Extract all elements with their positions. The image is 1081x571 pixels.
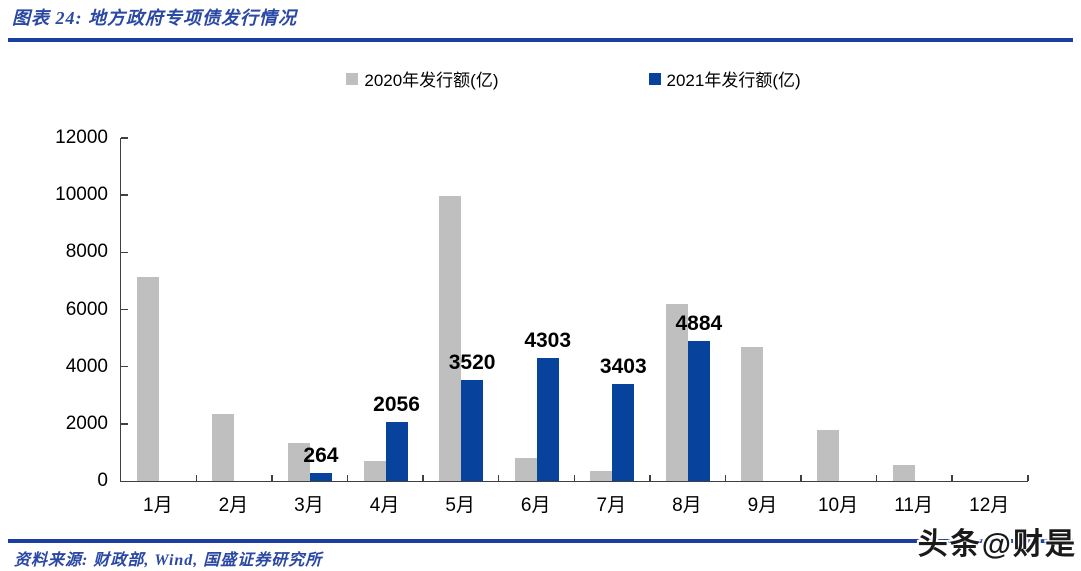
bar-group-11月 [877,138,953,481]
footer-divider-line [8,539,1073,543]
plot-area: 264 2056 3520 4303 3403 4884 [120,137,1029,482]
x-category-label-3月: 3月 [294,495,324,516]
bar-2020-2月 [212,413,235,481]
x-category-label-2月: 2月 [218,495,249,516]
x-category-label-6月: 6月 [520,495,551,516]
bar-group-12月 [952,138,1028,481]
x-tick-mark [800,475,802,481]
bar-group-10月 [801,138,877,481]
bar-2021-6月: 4303 [524,329,571,481]
watermark: 头条@财是 [917,528,1077,561]
bar-group-5月: 3520 [423,138,499,481]
y-tick-label-4000: 4000 [65,355,108,377]
bar-2020-7月 [590,471,613,481]
x-category-label-7月: 7月 [596,495,627,516]
bar-2020-1月 [136,276,159,481]
y-tick-mark [121,308,128,311]
bar-group-2月 [197,138,273,481]
bar-2021-8月: 4884 [676,312,722,481]
y-tick-mark [121,365,128,368]
x-category-label-12月: 12月 [969,495,1010,516]
legend-item-2021: 2021年发行额(亿) [648,66,801,91]
x-category-label-5月: 5月 [445,495,475,516]
chart-legend: 2020年发行额(亿) 2021年发行额(亿) [120,66,1027,91]
x-tick-mark [346,475,349,481]
x-category-label-1月: 1月 [143,495,173,516]
bar-2021-4月: 2056 [373,393,420,481]
bar-group-9月 [726,138,802,481]
y-tick-label-0: 0 [97,470,108,491]
data-label-8月: 4884 [675,312,723,336]
y-tick-label-6000: 6000 [65,298,108,320]
bar-2021-5月: 3520 [449,351,495,481]
x-tick-mark [875,475,878,481]
x-tick-mark [422,475,424,481]
x-category-label-8月: 8月 [672,495,702,516]
bar-2020-3月 [287,442,310,481]
y-tick-mark [121,251,128,254]
bar-2020-6月 [514,458,537,481]
y-tick-mark [121,137,128,139]
y-tick-label-8000: 8000 [65,241,108,263]
data-label-3月: 264 [303,444,339,468]
y-tick-mark [121,194,128,196]
x-category-label-9月: 9月 [747,495,778,516]
source-note: 资料来源: 财政部, Wind, 国盛证券研究所 [14,552,323,569]
y-tick-mark [121,423,128,425]
y-tick-label-2000: 2000 [65,412,108,434]
data-label-5月: 3520 [448,351,496,375]
bar-group-1月 [121,138,197,481]
x-tick-mark [649,475,651,481]
legend-swatch-2020 [346,72,359,85]
legend-label-2021: 2021年发行额(亿) [666,71,801,90]
y-axis-labels: 0 2000 4000 6000 8000 10000 12000 [0,128,108,491]
bar-2021-3月: 264 [303,444,338,481]
x-tick-mark [573,475,575,481]
bar-2020-10月 [817,429,840,481]
bar-2020-4月 [363,461,386,481]
bar-2020-11月 [892,465,915,481]
x-tick-mark [951,475,953,481]
data-label-6月: 4303 [524,329,572,353]
bar-2021-7月: 3403 [600,355,647,481]
legend-item-2020: 2020年发行额(亿) [346,66,499,91]
bar-group-8月: 4884 [650,138,726,481]
bar-group-6月: 4303 [499,138,575,481]
bar-2020-9月 [741,346,764,481]
x-tick-mark [271,475,273,481]
bar-group-4月: 2056 [348,138,424,481]
y-tick-label-10000: 10000 [55,184,108,206]
bar-group-3月: 264 [272,138,348,481]
title-divider-line [8,38,1073,42]
x-tick-mark [195,475,198,481]
x-axis-labels: 1月 2月 3月 4月 5月 6月 7月 8月 9月 10月 11月 12月 [120,490,1027,518]
legend-label-2020: 2020年发行额(亿) [364,71,499,90]
data-label-7月: 3403 [599,354,647,378]
x-tick-mark [497,475,500,481]
bar-2020-8月 [665,303,688,481]
bar-group-7月: 3403 [575,138,651,481]
x-category-label-11月: 11月 [894,495,933,516]
y-tick-label-12000: 12000 [55,127,108,148]
legend-swatch-2021 [648,72,661,85]
x-category-label-10月: 10月 [817,495,859,516]
figure-title: 图表 24: 地方政府专项债发行情况 [12,8,297,28]
bar-2020-5月 [439,195,462,481]
data-label-4月: 2056 [373,393,420,417]
x-category-label-4月: 4月 [369,495,400,516]
x-tick-mark [1027,475,1029,481]
x-tick-mark [724,475,727,481]
